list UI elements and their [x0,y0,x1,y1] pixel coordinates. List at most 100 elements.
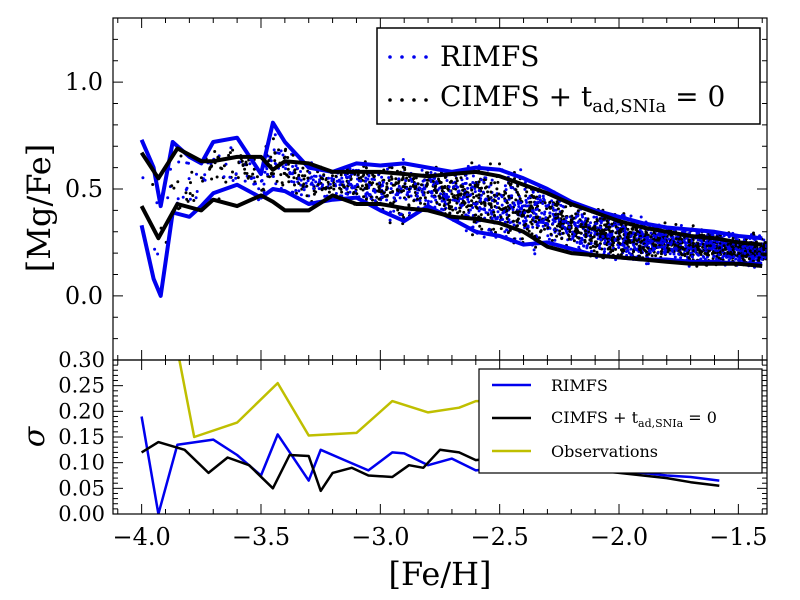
scatter-point [388,221,392,225]
scatter-point [177,160,181,164]
scatter-point [176,180,180,184]
scatter-point [599,232,602,236]
scatter-point [508,228,512,232]
scatter-point [397,184,401,188]
scatter-point [544,221,548,225]
scatter-point [228,151,232,155]
scatter-point [511,211,515,214]
scatter-point [290,180,293,183]
scatter-point [724,241,728,245]
scatter-point [194,196,198,200]
scatter-point [712,255,716,259]
tick-label: 0.10 [58,451,105,475]
scatter-point [348,190,352,194]
scatter-point [538,236,541,240]
scatter-point [513,203,517,207]
scatter-point [614,231,618,235]
scatter-point [582,212,586,216]
scatter-point [537,200,540,204]
scatter-point [624,250,628,253]
scatter-point [398,196,402,200]
scatter-point [594,222,598,226]
scatter-point [482,200,486,204]
scatter-point [454,198,458,202]
scatter-point [185,197,189,201]
scatter-point [593,225,597,228]
scatter-point [471,233,474,237]
scatter-point [533,203,537,207]
scatter-point [240,159,244,163]
scatter-point [708,244,712,248]
scatter-point [607,228,611,232]
scatter-point [395,191,399,195]
scatter-point [553,238,557,242]
scatter-point [541,221,545,225]
scatter-point [734,247,738,251]
scatter-point [390,177,394,181]
scatter-point [663,221,667,225]
scatter-point [677,237,681,241]
scatter-point [440,199,444,203]
scatter-point [463,191,467,195]
scatter-point [432,188,436,192]
scatter-point [763,241,767,245]
scatter-point [555,234,559,238]
scatter-point [425,183,429,187]
scatter-point [419,201,422,205]
scatter-point [566,221,570,225]
scatter-point [525,204,529,208]
scatter-point [590,249,593,253]
scatter-point [556,207,560,211]
scatter-point [638,244,642,248]
scatter-point [646,235,650,239]
top-panel-scatter [141,132,767,269]
scatter-point [520,207,524,211]
scatter-point [463,201,467,205]
scatter-point [429,171,433,174]
scatter-point [588,238,592,242]
scatter-point [340,176,344,180]
scatter-point [585,244,589,248]
scatter-point [370,177,374,181]
scatter-point [299,178,303,182]
scatter-point [259,179,263,183]
scatter-point [465,205,469,209]
scatter-point [690,251,694,255]
scatter-point [545,207,549,211]
scatter-point [532,196,535,199]
scatter-point [714,248,717,252]
scatter-point [385,182,389,185]
scatter-point [507,194,511,198]
scatter-point [425,178,429,182]
scatter-point [364,197,368,201]
scatter-point [670,240,674,244]
scatter-point [471,174,475,178]
scatter-point [326,180,330,184]
scatter-point [487,227,491,231]
scatter-point [350,184,354,188]
scatter-point [670,249,674,253]
scatter-point [380,175,384,179]
scatter-point [269,159,273,163]
scatter-point [390,166,394,170]
scatter-point [637,238,641,241]
scatter-point [392,196,396,200]
scatter-point [603,247,607,251]
scatter-point [747,257,751,261]
scatter-point [559,212,563,216]
scatter-point [480,186,483,190]
scatter-point [352,191,356,194]
scatter-point [291,165,295,168]
bottom-legend-box [478,368,763,474]
scatter-point [391,183,395,187]
scatter-point [496,210,500,214]
scatter-point [262,182,266,186]
scatter-point [231,170,234,174]
scatter-point [637,247,641,251]
scatter-point [468,208,472,212]
scatter-point [286,156,290,159]
scatter-point [651,249,655,253]
series-line-observations [178,360,500,439]
scatter-point [645,262,648,266]
scatter-point [472,195,476,199]
